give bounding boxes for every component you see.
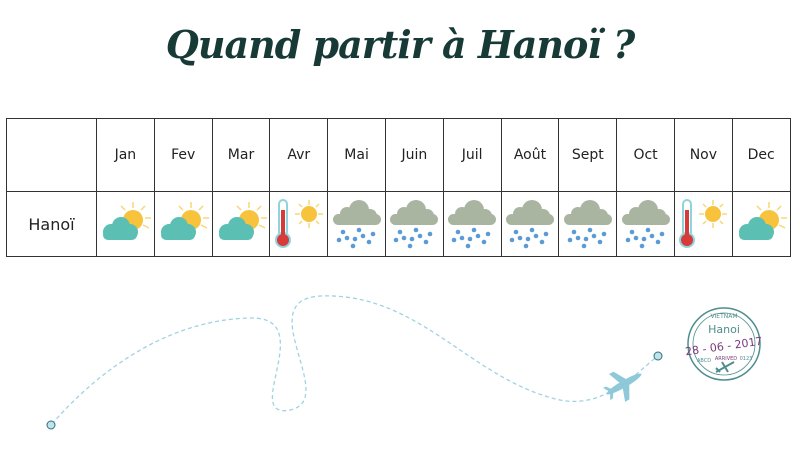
stamp-top: VIETNAM — [710, 313, 737, 320]
weather-cell — [211, 191, 271, 257]
month-header: Juil — [442, 118, 502, 192]
weather-cell — [153, 191, 213, 257]
month-header: Août — [500, 118, 560, 192]
weather-cell — [96, 191, 155, 257]
weather-cell — [731, 191, 791, 257]
month-header: Sept — [558, 118, 618, 192]
weather-cell — [269, 191, 329, 257]
month-header: Oct — [616, 118, 675, 192]
weather-cell — [384, 191, 444, 257]
weather-cell — [558, 191, 618, 257]
month-header: Mai — [327, 118, 386, 192]
stamp-plane-icon — [715, 361, 735, 373]
stamp-left: ABCD — [697, 358, 711, 364]
passport-stamp: VIETNAM Hanoi 28 - 06 - 2017 ARRIVED ABC… — [684, 307, 763, 381]
airplane-icon — [603, 371, 642, 402]
weather-table: Jan Fev Mar Avr Mai Juin Juil Août Sept Oct Nov Dec… — [6, 118, 791, 257]
header-empty-cell — [6, 118, 97, 192]
end-dot — [653, 351, 663, 361]
stamp-city: Hanoi — [708, 323, 740, 336]
weather-cell — [616, 191, 675, 257]
stamp-date: 28 - 06 - 2017 — [684, 335, 763, 359]
city-label: Hanoï — [6, 191, 97, 257]
page-title: Quand partir à Hanoï ? — [165, 22, 636, 67]
month-header: Dec — [731, 118, 791, 192]
weather-cell — [500, 191, 560, 257]
stamp-right: 0123 — [740, 356, 753, 362]
dashed-flight-path — [51, 295, 656, 425]
stamp-status: ARRIVED — [715, 356, 737, 362]
month-header: Jan — [96, 118, 155, 192]
start-dot — [46, 420, 56, 430]
